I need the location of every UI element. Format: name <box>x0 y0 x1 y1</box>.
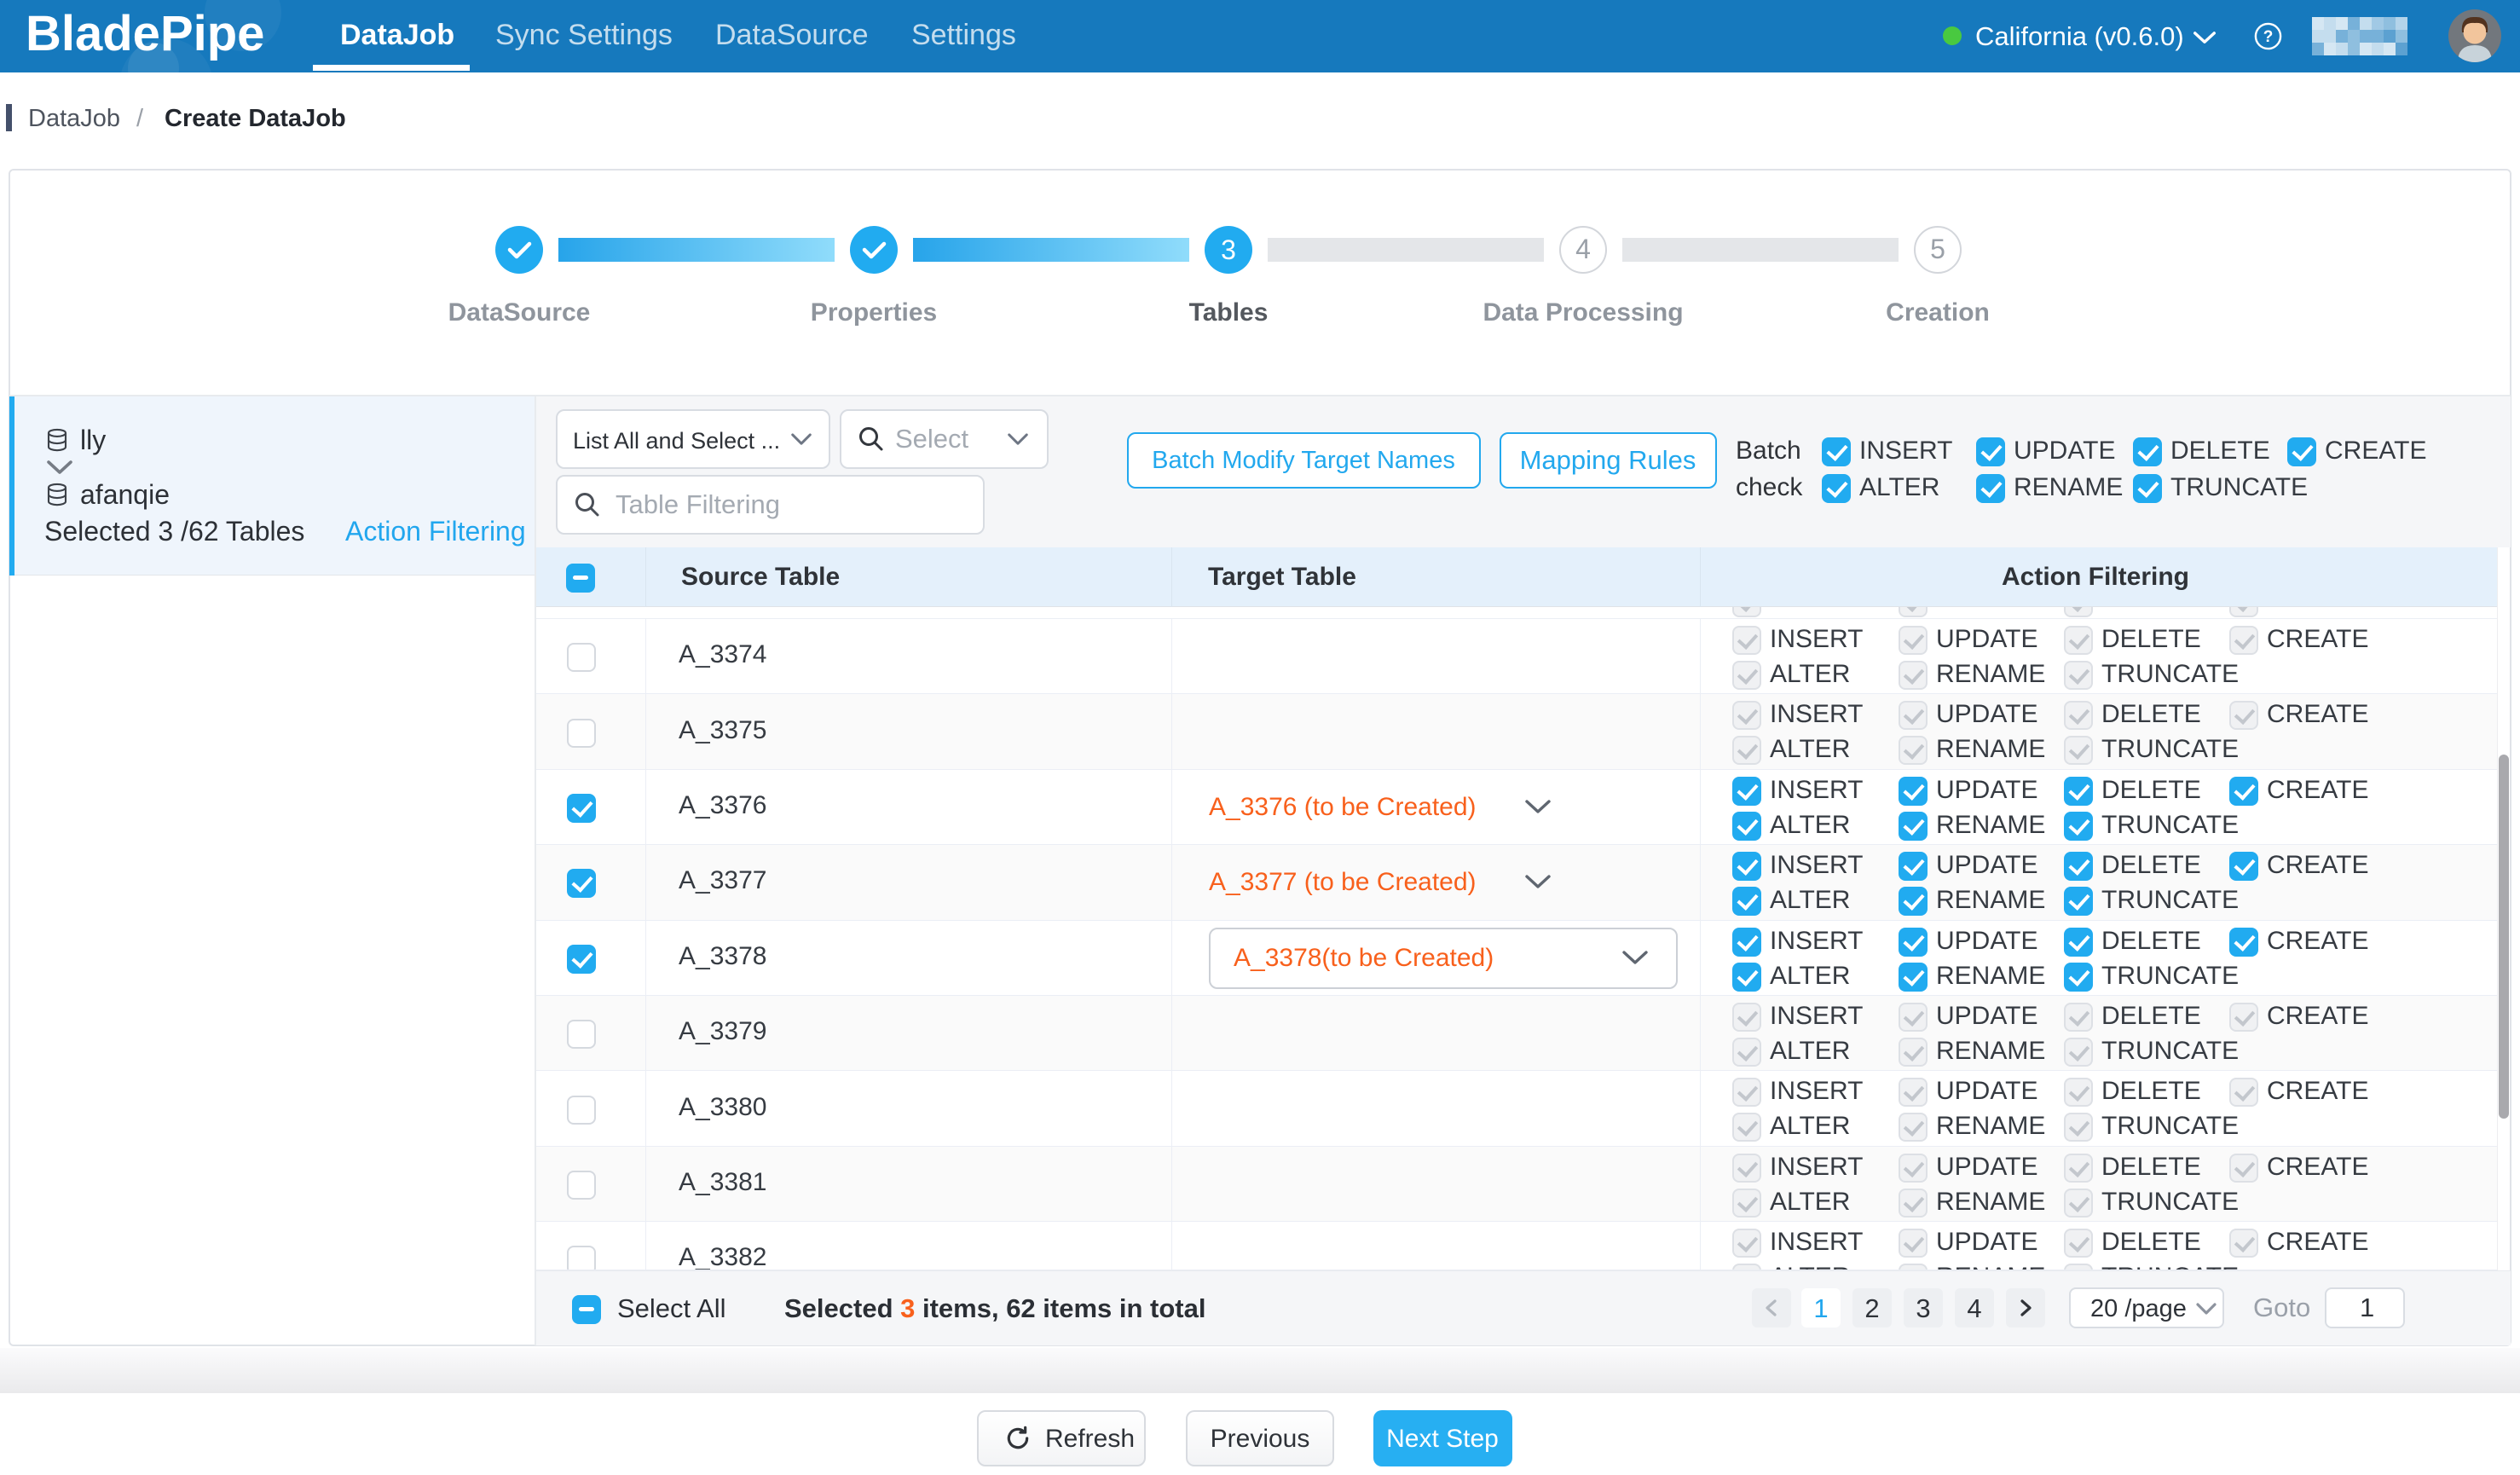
svg-text:?: ? <box>2263 28 2274 46</box>
